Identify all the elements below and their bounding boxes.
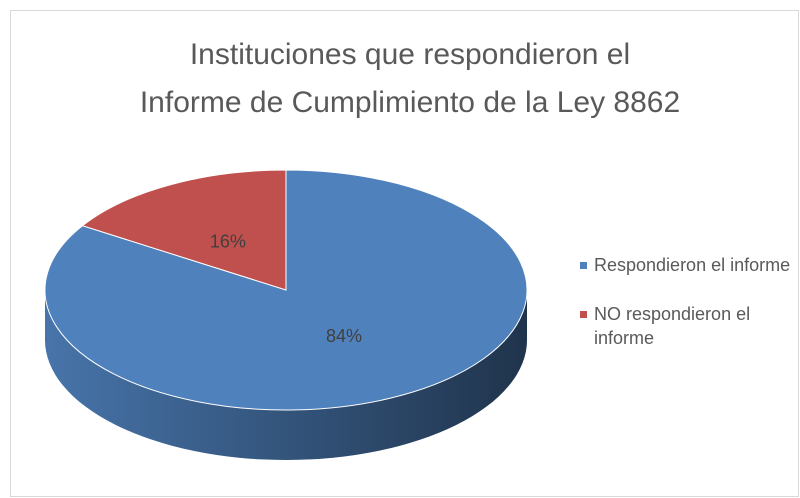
legend-label: Respondieron el informe bbox=[594, 255, 791, 275]
slice bbox=[81, 169, 287, 291]
chart-title: Informe de Cumplimiento de la Ley 8862 bbox=[140, 86, 680, 119]
legend-item: NO respondieron el informe bbox=[580, 302, 795, 350]
legend-item: Respondieron el informe bbox=[580, 253, 795, 277]
legend-label: NO respondieron el informe bbox=[594, 304, 751, 348]
slice-side-shade bbox=[45, 290, 527, 460]
chart-title: Instituciones que respondieron el bbox=[190, 38, 630, 71]
legend: Respondieron el informe NO respondieron e… bbox=[580, 253, 795, 375]
data-label: 84% bbox=[326, 326, 362, 346]
data-label: 16% bbox=[210, 231, 246, 251]
legend-swatch bbox=[580, 311, 587, 318]
legend-swatch bbox=[580, 262, 587, 269]
pie: 84% 16% bbox=[44, 169, 528, 460]
